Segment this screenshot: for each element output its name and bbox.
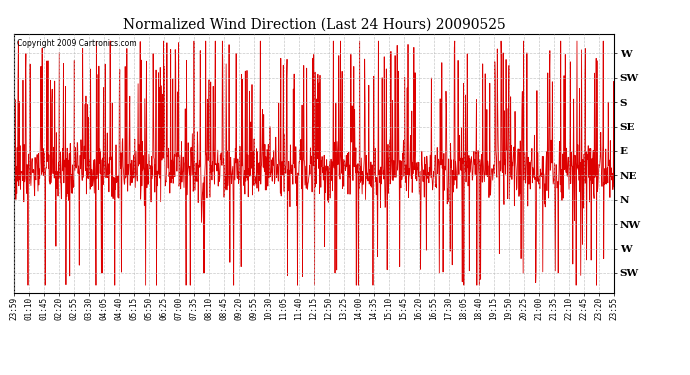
Title: Normalized Wind Direction (Last 24 Hours) 20090525: Normalized Wind Direction (Last 24 Hours… <box>123 17 505 31</box>
Text: Copyright 2009 Cartronics.com: Copyright 2009 Cartronics.com <box>17 39 137 48</box>
